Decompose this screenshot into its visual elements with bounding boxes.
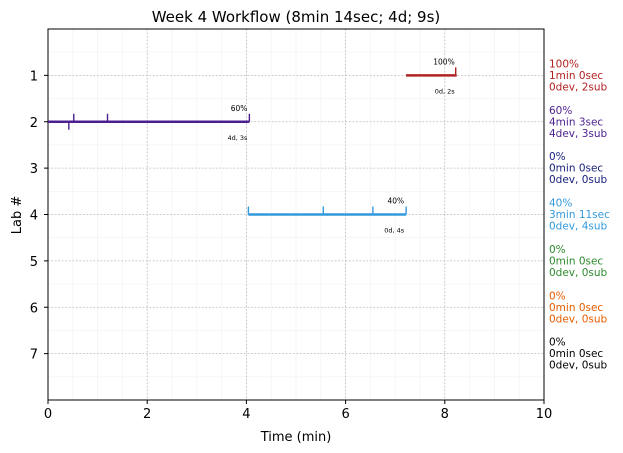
lab-2-sub-label: 4d, 3s: [227, 134, 248, 142]
x-tick-label: 10: [536, 407, 553, 422]
lab-3-summary-line: 0%: [549, 151, 566, 163]
y-tick-label: 6: [30, 301, 38, 316]
lab-5-summary-line: 0dev, 0sub: [549, 267, 608, 279]
lab-1-summary-line: 100%: [549, 58, 579, 70]
y-tick-label: 3: [30, 162, 38, 177]
x-tick-label: 2: [143, 407, 151, 422]
lab-7-summary-line: 0min 0sec: [549, 348, 603, 360]
y-tick-label: 4: [30, 209, 38, 224]
lab-4-summary-line: 40%: [549, 198, 572, 210]
x-tick-label: 8: [441, 407, 449, 422]
lab-4-summary-line: 3min 11sec: [549, 209, 610, 221]
y-tick-label: 1: [30, 69, 38, 84]
y-axis-label: Lab #: [10, 196, 25, 235]
lab-2-summary-line: 4min 3sec: [549, 116, 603, 128]
chart-title: Week 4 Workflow (8min 14sec; 4d; 9s): [152, 8, 441, 26]
x-axis-label: Time (min): [260, 430, 332, 445]
lab-3-summary-line: 0min 0sec: [549, 163, 603, 175]
lab-7-summary-line: 0%: [549, 337, 566, 349]
x-tick-label: 6: [341, 407, 349, 422]
lab-5-summary-line: 0min 0sec: [549, 255, 603, 267]
lab-2-percent-label: 60%: [231, 104, 248, 113]
x-tick-label: 4: [242, 407, 250, 422]
lab-2-summary-line: 60%: [549, 105, 572, 117]
lab-7-summary-line: 0dev, 0sub: [549, 360, 608, 372]
lab-4-sub-label: 0d, 4s: [384, 227, 405, 235]
lab-2-summary-line: 4dev, 3sub: [549, 128, 608, 140]
lab-1-summary-line: 0dev, 2sub: [549, 81, 608, 93]
lab-4-summary-line: 0dev, 4sub: [549, 221, 608, 233]
x-tick-label: 0: [44, 407, 52, 422]
lab-6-summary-line: 0min 0sec: [549, 302, 603, 314]
y-tick-label: 5: [30, 255, 38, 270]
lab-1-percent-label: 100%: [433, 57, 454, 66]
lab-3-summary-line: 0dev, 0sub: [549, 174, 608, 186]
lab-4-percent-label: 40%: [387, 197, 404, 206]
y-tick-label: 7: [30, 348, 38, 363]
lab-1-sub-label: 0d, 2s: [435, 87, 456, 95]
lab-6-summary-line: 0dev, 0sub: [549, 313, 608, 325]
lab-1-summary-line: 1min 0sec: [549, 70, 603, 82]
lab-5-summary-line: 0%: [549, 244, 566, 256]
lab-6-summary-line: 0%: [549, 290, 566, 302]
y-tick-label: 2: [30, 116, 38, 131]
